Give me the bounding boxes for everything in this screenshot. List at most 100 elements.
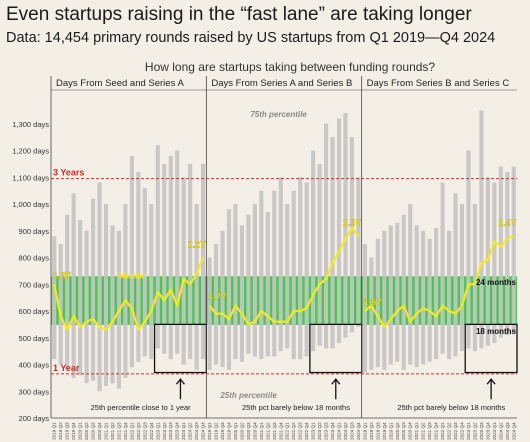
y-tick-label: 1,000 days bbox=[12, 200, 49, 209]
x-tick-label: 2021 Q3 bbox=[427, 422, 432, 440]
x-tick-label: 2019 Q3 bbox=[65, 422, 70, 440]
median-end-label: 2.5Y bbox=[343, 218, 362, 228]
iqr-bar bbox=[272, 190, 277, 357]
x-tick-label: 2024 Q4 bbox=[356, 422, 361, 440]
iqr-bar bbox=[414, 225, 419, 368]
x-tick-label: 2021 Q4 bbox=[278, 422, 283, 440]
y-tick-label: 300 days bbox=[19, 387, 50, 396]
iqr-bar bbox=[311, 150, 316, 352]
x-tick-label: 2023 Q1 bbox=[311, 422, 316, 440]
arrow-head bbox=[331, 378, 341, 385]
p75-note: 75th percentile bbox=[250, 110, 307, 119]
iqr-bar bbox=[84, 230, 89, 384]
iqr-bar bbox=[162, 163, 167, 354]
iqr-bar bbox=[375, 238, 380, 368]
y-tick-label: 1,300 days bbox=[12, 120, 49, 129]
iqr-bar bbox=[369, 257, 374, 370]
iqr-bar bbox=[226, 209, 232, 370]
x-tick-label: 2020 Q2 bbox=[84, 422, 89, 440]
iqr-bar bbox=[142, 187, 147, 357]
x-tick-label: 2023 Q2 bbox=[472, 422, 477, 440]
x-tick-label: 2023 Q3 bbox=[168, 422, 173, 440]
x-tick-label: 2021 Q1 bbox=[259, 422, 264, 440]
x-tick-label: 2019 Q3 bbox=[375, 422, 380, 440]
x-tick-label: 2022 Q4 bbox=[304, 422, 309, 440]
median-line bbox=[53, 257, 205, 331]
iqr-bar bbox=[90, 198, 96, 381]
x-tick-label: 2019 Q4 bbox=[71, 422, 76, 440]
iqr-bar bbox=[188, 163, 193, 360]
x-tick-label: 2024 Q2 bbox=[343, 422, 348, 440]
band-label-upper: 24 months bbox=[476, 278, 517, 287]
x-tick-label: 2022 Q2 bbox=[447, 422, 452, 440]
iqr-bar bbox=[291, 190, 296, 360]
iqr-bar bbox=[317, 163, 322, 346]
iqr-bar bbox=[207, 257, 212, 370]
x-tick-label: 2021 Q1 bbox=[104, 422, 109, 440]
x-tick-label: 2021 Q3 bbox=[272, 422, 277, 440]
x-tick-label: 2019 Q1 bbox=[52, 422, 57, 440]
x-tick-label: 2019 Q2 bbox=[58, 422, 63, 440]
iqr-bar bbox=[505, 171, 510, 336]
y-tick-label: 600 days bbox=[19, 307, 50, 316]
iqr-bar bbox=[349, 137, 355, 333]
highlight-box bbox=[464, 323, 518, 374]
x-tick-label: 2023 Q1 bbox=[466, 422, 471, 440]
iqr-bar bbox=[71, 193, 76, 378]
x-tick-label: 2021 Q3 bbox=[116, 422, 121, 440]
x-tick-label: 2023 Q3 bbox=[479, 422, 484, 440]
x-tick-label: 2020 Q3 bbox=[91, 422, 96, 440]
x-tick-label: 2022 Q1 bbox=[129, 422, 134, 440]
arrow-head bbox=[486, 378, 496, 385]
iqr-bar bbox=[97, 182, 102, 392]
iqr-bar bbox=[440, 182, 445, 354]
reference-line-label: 3 Years bbox=[53, 168, 84, 178]
x-tick-label: 2022 Q2 bbox=[136, 422, 141, 440]
median-start-label: 1.7Y bbox=[208, 292, 227, 302]
x-tick-label: 2020 Q3 bbox=[246, 422, 251, 440]
iqr-bar bbox=[52, 236, 57, 360]
iqr-bar bbox=[453, 193, 458, 357]
iqr-bar bbox=[395, 222, 400, 362]
iqr-bar bbox=[265, 212, 270, 357]
x-tick-label: 2020 Q1 bbox=[233, 422, 238, 440]
panel-annotation: 25th pct barely below 18 months bbox=[397, 403, 505, 412]
x-tick-label: 2024 Q3 bbox=[194, 422, 199, 440]
iqr-bar bbox=[330, 137, 335, 349]
x-tick-label: 2020 Q2 bbox=[239, 422, 244, 440]
median-end-label: 2.4Y bbox=[498, 218, 517, 228]
iqr-bar bbox=[201, 163, 206, 360]
y-tick-label: 500 days bbox=[19, 334, 50, 343]
median-start-label: 1.8Y bbox=[53, 270, 72, 280]
chart-headline: Even startups raising in the “fast lane”… bbox=[6, 4, 472, 25]
x-tick-label: 2024 Q1 bbox=[492, 422, 497, 440]
x-tick-label: 2022 Q1 bbox=[440, 422, 445, 440]
iqr-bar bbox=[343, 113, 348, 338]
median-series-label: Median bbox=[119, 271, 147, 280]
x-tick-label: 2021 Q4 bbox=[434, 422, 439, 440]
iqr-bar bbox=[259, 190, 264, 360]
iqr-bar bbox=[388, 225, 393, 365]
iqr-bar bbox=[479, 110, 484, 349]
iqr-bar bbox=[511, 166, 516, 333]
x-tick-label: 2020 Q4 bbox=[97, 422, 102, 440]
iqr-bar bbox=[129, 155, 134, 368]
iqr-bar bbox=[175, 150, 180, 354]
p25-note: 25th percentile bbox=[219, 391, 277, 400]
iqr-bar bbox=[362, 244, 367, 373]
x-tick-label: 2019 Q1 bbox=[362, 422, 367, 440]
iqr-bar bbox=[246, 214, 251, 354]
iqr-bar bbox=[356, 177, 361, 328]
y-tick-label: 400 days bbox=[19, 361, 50, 370]
green-band bbox=[51, 276, 517, 325]
iqr-bar bbox=[323, 123, 329, 349]
x-tick-label: 2023 Q1 bbox=[155, 422, 160, 440]
x-tick-label: 2022 Q4 bbox=[459, 422, 464, 440]
x-tick-label: 2024 Q3 bbox=[505, 422, 510, 440]
x-tick-label: 2020 Q4 bbox=[252, 422, 257, 440]
x-tick-label: 2022 Q4 bbox=[149, 422, 154, 440]
iqr-bar bbox=[65, 214, 70, 370]
x-tick-label: 2024 Q3 bbox=[349, 422, 354, 440]
x-tick-label: 2022 Q3 bbox=[298, 422, 303, 440]
